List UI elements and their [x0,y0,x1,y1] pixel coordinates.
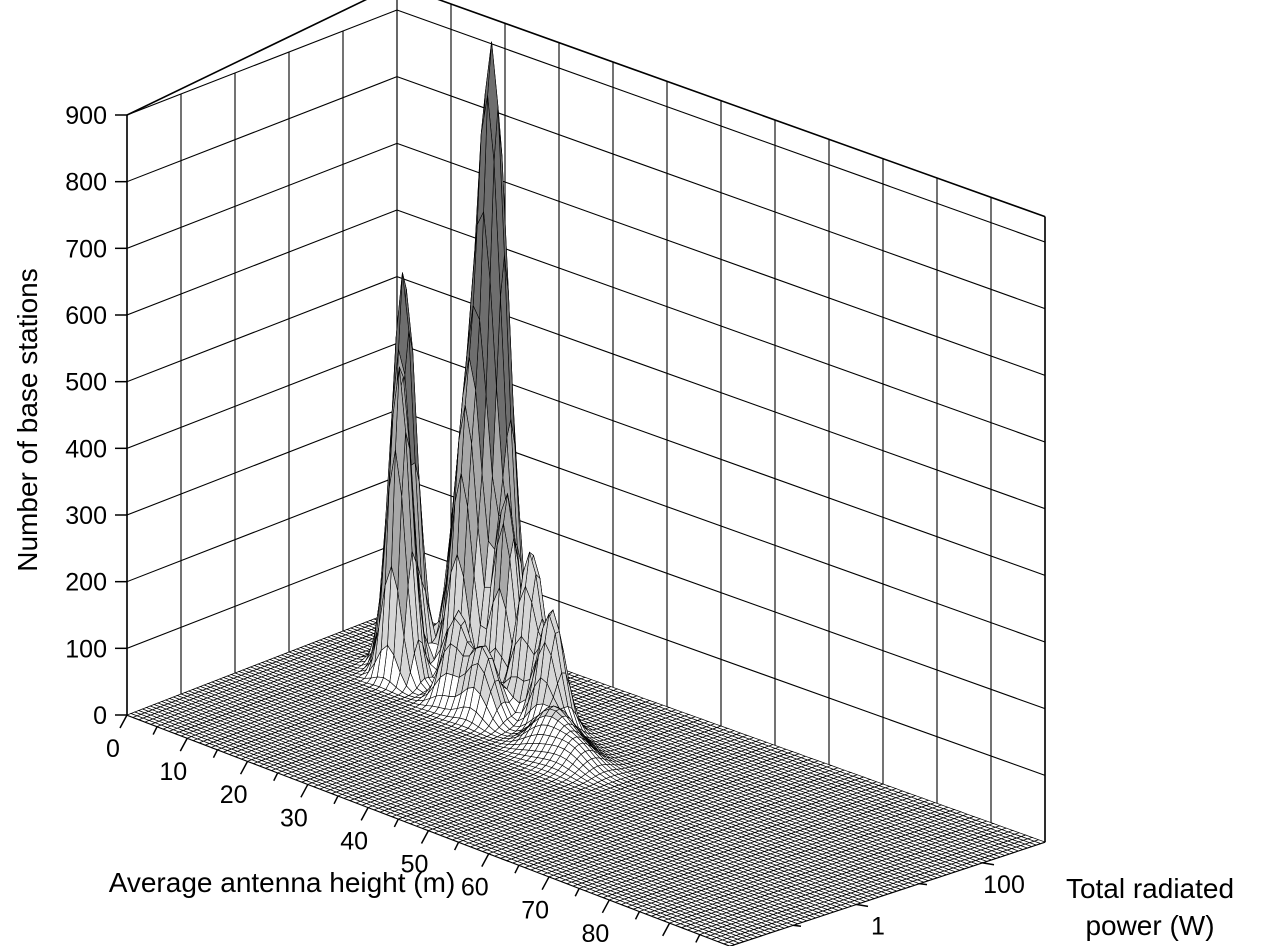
left-wall-hgrid [126,76,398,183]
back-wall-top-edge [437,0,1046,218]
left-wall-hgrid [126,209,398,316]
left-wall-hgrid [126,9,398,116]
left-wall-hgrid [126,409,398,516]
back-wall-hgrid [396,9,1046,243]
back-wall-hgrid [396,142,1046,376]
left-wall-hgrid [126,276,398,383]
left-wall-hgrid [126,342,398,449]
back-wall-hgrid [396,76,1046,310]
surface-floor [126,609,1047,946]
left-wall-hgrid [126,476,398,583]
left-wall-hgrid [126,542,398,649]
left-wall-hgrid [126,142,398,249]
left-wall-top-edge [126,0,368,116]
